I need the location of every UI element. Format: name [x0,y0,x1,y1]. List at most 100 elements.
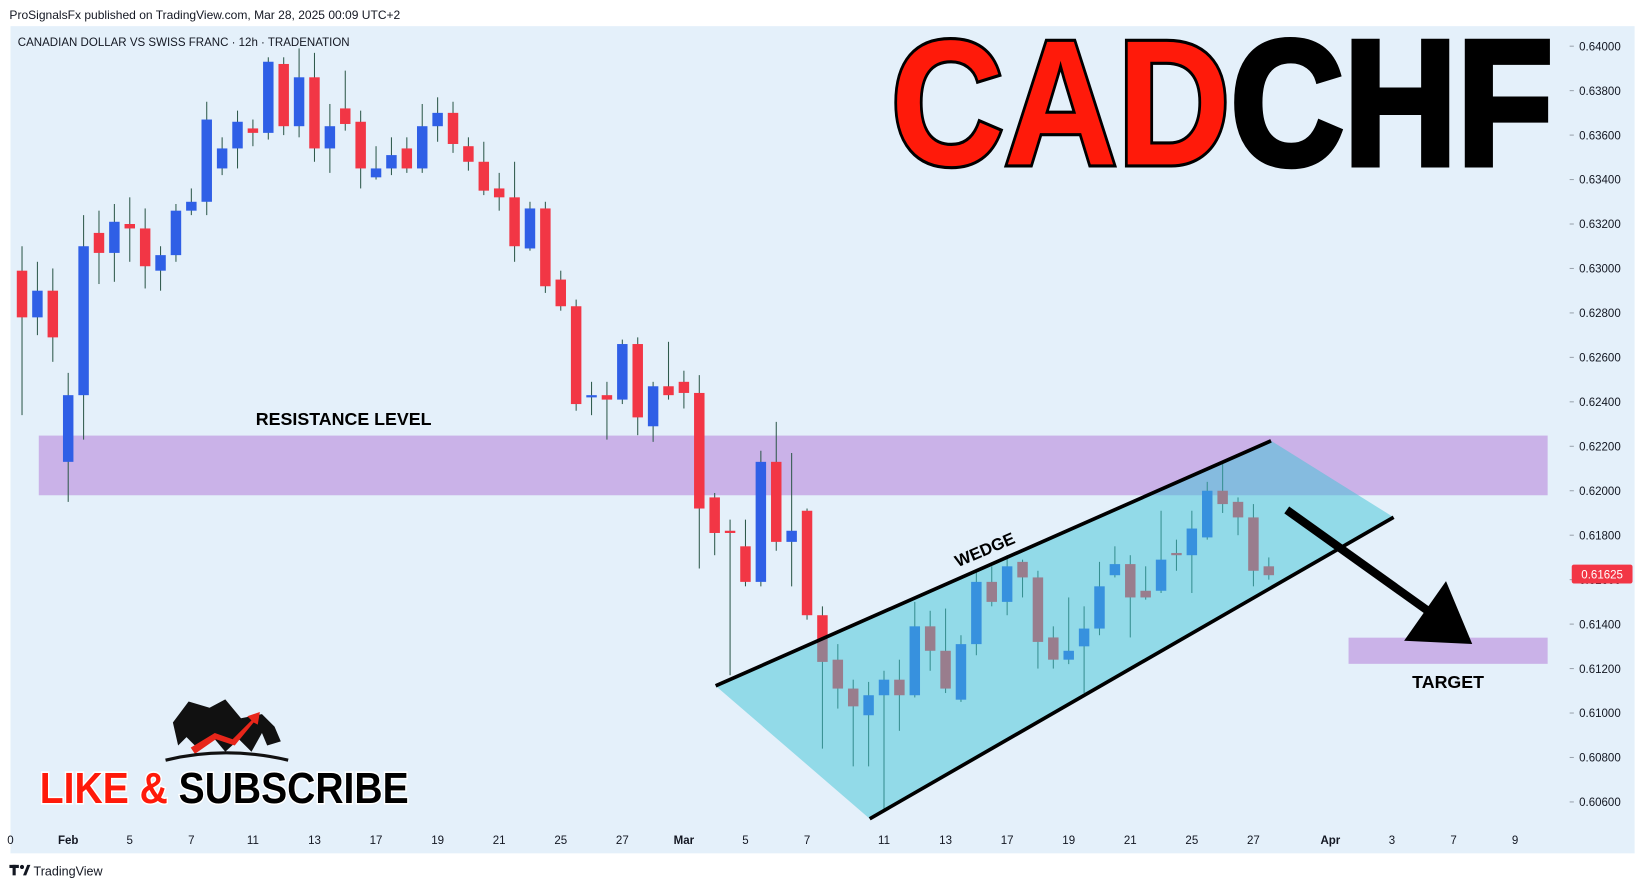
x-tick-label: 11 [247,835,259,847]
y-tick-label: 0.62800 [1579,308,1621,320]
arrow-head [1404,581,1473,644]
candle-body [478,161,490,191]
footer: TradingView [34,864,104,878]
y-tick-label: 0.62000 [1579,486,1621,498]
y-tick-label: 0.63200 [1579,219,1621,231]
axes: 0.60600 0.60800 0.61000 0.61200 0.61400 0.616… [7,41,1620,847]
candle-body [432,112,443,127]
candle-body [755,461,767,582]
candle-body [524,208,536,249]
bull-bear-icon [165,699,289,762]
candle-body [109,221,120,253]
subscribe-banner: LIKE & SUBSCRIBE [40,764,409,813]
chart-title: CANADIAN DOLLAR VS SWISS FRANC · 12h · T… [18,37,350,49]
y-tick-label: 0.61800 [1579,530,1621,542]
footer-logo [9,864,31,876]
candle-body [370,168,382,178]
x-tick-label: 7 [804,835,810,847]
x-tick-label: 27 [616,835,629,847]
y-tick-label: 0.60800 [1579,753,1621,765]
y-tick-label: 0.62200 [1579,441,1621,453]
x-tick-label: 9 [1512,835,1518,847]
x-tick-label: 0 [7,835,13,847]
candle-body [540,208,551,287]
candle-body [216,148,228,169]
candle-body [632,344,643,418]
wedge-area [715,440,1394,819]
wedge-upper-line [714,439,1272,688]
x-tick-label: 19 [1062,835,1075,847]
x-tick-label: 7 [1450,835,1456,847]
last-price-tag [1571,564,1633,584]
last-price-label: 0.61625 [1581,569,1623,581]
cta-like: LIKE & [40,764,168,813]
candle-body [724,530,736,533]
candle-body [139,228,151,267]
y-tick-label: 0.60600 [1579,797,1621,809]
target-label: TARGET [1412,672,1484,692]
x-tick-label: 5 [127,835,133,847]
candle-body [694,392,705,509]
x-tick-label: 17 [1001,835,1014,847]
x-tick-label: 21 [493,835,506,847]
candle-body [740,546,751,582]
x-tick-label: 11 [878,835,890,847]
icon-base [165,751,289,762]
y-tick-label: 0.63800 [1579,86,1621,98]
candle-body [663,386,674,396]
candle-body [601,395,613,400]
candle-body [170,210,182,256]
x-tick-label: 13 [308,835,321,847]
candle-body [509,197,520,247]
candle-body [124,224,136,229]
x-tick-label: 19 [431,835,444,847]
x-tick-label: 7 [188,835,194,847]
candle-body [709,497,720,533]
icon-arrow [190,712,260,754]
icon-silhouette [172,699,281,752]
candle-body [678,381,690,393]
candle-body [62,395,74,462]
x-tick-label: 25 [554,835,567,847]
y-tick-label: 0.64000 [1579,41,1621,53]
candle-body [293,77,305,127]
candle-body [463,146,474,162]
x-tick-label: 17 [370,835,383,847]
candle-body [647,386,659,427]
symbol-logo: CADCHF [891,3,1553,202]
x-tick-label: 27 [1247,835,1260,847]
resistance-label: RESISTANCE LEVEL [256,409,432,429]
y-tick-label: 0.63000 [1579,264,1621,276]
candle-body [232,121,243,149]
arrow-shaft [1284,506,1441,622]
x-tick-label: Apr [1320,835,1340,847]
x-tick-label: 3 [1389,835,1395,847]
x-tick-label: 25 [1185,835,1198,847]
candle-body [93,232,105,253]
candle-body [186,201,197,211]
logo-stem [12,864,16,876]
y-tick-label: 0.62400 [1579,397,1621,409]
candle-body [355,121,366,169]
y-tick-label: 0.61400 [1579,619,1621,631]
candle-body [386,155,397,169]
candle-body [586,395,597,398]
y-tick-label: 0.61200 [1579,664,1621,676]
candle-body [278,63,289,127]
logo-dot [19,864,25,870]
y-tick-label: 0.61000 [1579,708,1621,720]
candle-body [155,255,166,271]
candle-body [16,270,28,318]
candle-body [617,344,628,400]
candle-body [555,279,566,307]
x-tick-label: 5 [742,835,748,847]
symbol-quote: CHF [1231,3,1553,202]
candle-body [401,148,413,169]
wedge-lower-line [868,515,1395,821]
x-tick-label: 13 [939,835,952,847]
candle-body [78,246,89,396]
candle-body [263,61,274,133]
candle-body [47,290,59,338]
x-tick-label: 21 [1124,835,1137,847]
candle-body [416,126,428,169]
